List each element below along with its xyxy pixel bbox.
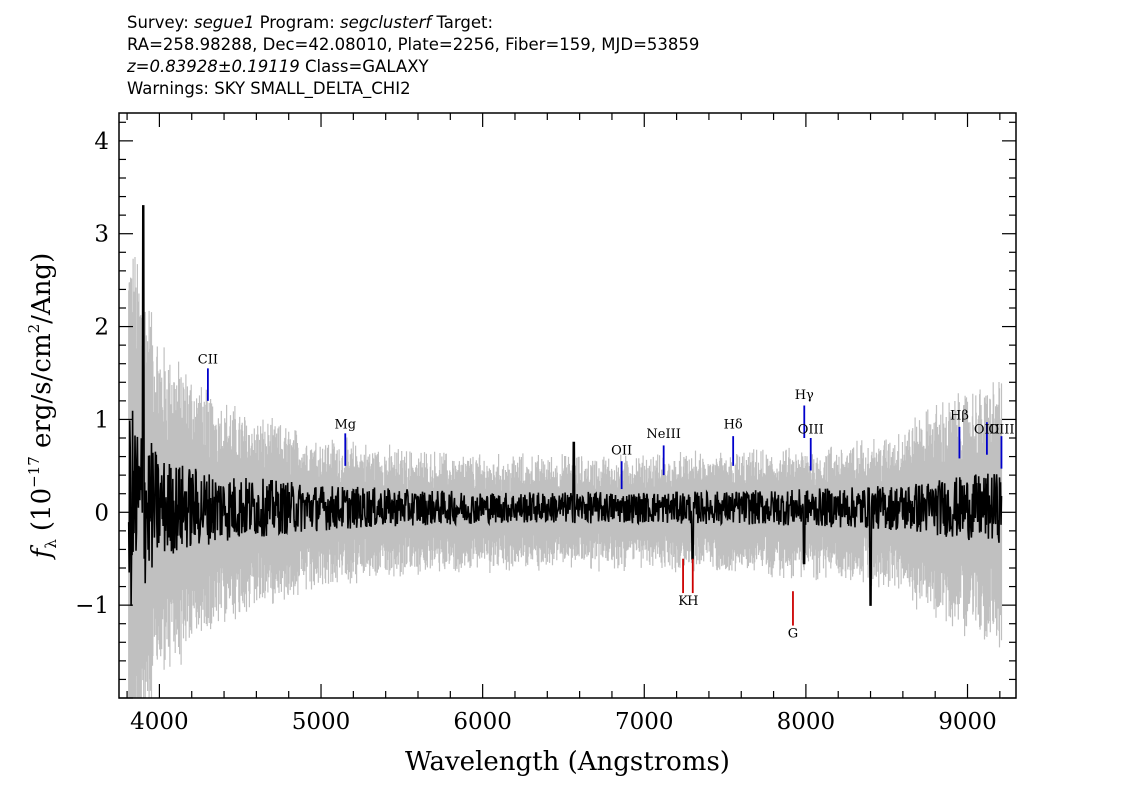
- x-tick-label: 5000: [292, 709, 351, 735]
- absorption-line-label-0: K: [678, 594, 688, 609]
- error-envelope: [128, 257, 1003, 698]
- y-title-mid: erg/s/cm: [27, 333, 57, 456]
- y-tick-label: 4: [94, 129, 109, 155]
- absorption-line-label-1: H: [687, 594, 698, 609]
- x-tick-label: 6000: [453, 709, 512, 735]
- flux-series: [127, 205, 1003, 606]
- y-tick-label: 0: [94, 500, 109, 526]
- x-tick-label: 4000: [130, 709, 189, 735]
- y-title-post: /Ang): [27, 253, 57, 324]
- class-value: Class=GALAXY: [305, 57, 429, 76]
- x-tick-label: 9000: [938, 709, 997, 735]
- flux-line: [127, 205, 1003, 606]
- emission-line-label-4: Hδ: [724, 418, 743, 433]
- header-line-4: Warnings: SKY SMALL_DELTA_CHI2: [127, 79, 411, 98]
- header-line-1: Survey: segue1 Program: segclusterf Targ…: [127, 12, 699, 34]
- emission-line-label-0: CII: [198, 353, 218, 368]
- y-tick-label: 1: [94, 407, 109, 433]
- program-value: segclusterf: [340, 13, 432, 32]
- y-axis: −1 0 1 2 3 4: [75, 121, 1016, 699]
- emission-line-label-5: Hγ: [795, 388, 814, 403]
- program-label: Program:: [259, 13, 335, 32]
- y-title-sub: λ: [42, 539, 60, 549]
- absorption-line-label-2: G: [788, 627, 798, 642]
- target-label: Target:: [436, 13, 494, 32]
- y-tick-label: −1: [75, 593, 109, 619]
- x-axis: 4000 5000 6000 7000 8000 9000: [126, 113, 1001, 735]
- y-title-pre: (10: [27, 488, 57, 531]
- plot-frame: [118, 112, 1017, 699]
- header-line-2: RA=258.98288, Dec=42.08010, Plate=2256, …: [127, 35, 700, 54]
- error-band: [128, 257, 1003, 698]
- emission-line-label-1: Mg: [334, 418, 356, 433]
- x-tick-label: 8000: [777, 709, 836, 735]
- survey-value: segue1: [194, 13, 255, 32]
- x-axis-title: Wavelength (Angstroms): [405, 747, 730, 777]
- y-axis-title: fλ(10−17 erg/s/cm2/Ang): [25, 253, 60, 560]
- y-title-exp: −17: [25, 456, 43, 488]
- redshift-value: z=0.83928±0.19119: [127, 57, 300, 76]
- emission-line-label-8: OIII: [974, 422, 1000, 437]
- spectrum-header: Survey: segue1 Program: segclusterf Targ…: [127, 12, 699, 100]
- emission-line-label-3: NeIII: [646, 427, 680, 442]
- survey-label: Survey:: [127, 13, 189, 32]
- header-line-3: z=0.83928±0.19119 Class=GALAXY: [127, 56, 699, 78]
- emission-line-label-9: OIII: [988, 422, 1014, 437]
- emission-line-label-2: OII: [611, 444, 632, 459]
- emission-line-label-6: OIII: [798, 422, 824, 437]
- y-tick-label: 2: [94, 315, 109, 341]
- y-title-exp2: 2: [25, 324, 43, 334]
- x-tick-label: 7000: [615, 709, 674, 735]
- y-tick-label: 3: [94, 222, 109, 248]
- emission-line-label-7: Hβ: [950, 408, 969, 423]
